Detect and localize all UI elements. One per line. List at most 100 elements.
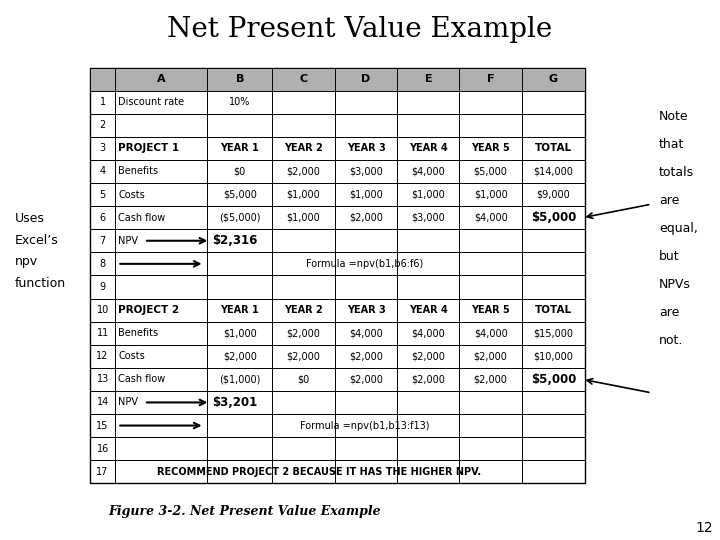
Text: $0: $0: [233, 166, 246, 177]
Text: Excel’s: Excel’s: [14, 234, 58, 247]
Text: 8: 8: [99, 259, 106, 269]
Text: Formula =npv(b1,b6:f6): Formula =npv(b1,b6:f6): [306, 259, 423, 269]
Text: $3,000: $3,000: [412, 213, 445, 222]
Text: ($5,000): ($5,000): [219, 213, 261, 222]
Text: $3,000: $3,000: [349, 166, 383, 177]
Text: function: function: [14, 277, 66, 290]
Text: $4,000: $4,000: [474, 213, 508, 222]
Text: $2,000: $2,000: [222, 351, 257, 361]
Text: YEAR 4: YEAR 4: [409, 143, 448, 153]
Text: PROJECT 2: PROJECT 2: [118, 305, 179, 315]
Text: $0: $0: [297, 374, 310, 384]
Text: B: B: [235, 74, 244, 84]
Text: NPV: NPV: [118, 397, 138, 408]
Text: 10: 10: [96, 305, 109, 315]
Text: NPV: NPV: [118, 236, 138, 246]
Text: 14: 14: [96, 397, 109, 408]
Text: $5,000: $5,000: [474, 166, 508, 177]
Text: YEAR 5: YEAR 5: [472, 305, 510, 315]
Text: E: E: [425, 74, 432, 84]
Text: are: are: [659, 194, 679, 207]
Text: $10,000: $10,000: [534, 351, 573, 361]
Text: $2,000: $2,000: [287, 328, 320, 338]
Text: Cash flow: Cash flow: [118, 374, 166, 384]
Text: ($1,000): ($1,000): [219, 374, 261, 384]
Text: 11: 11: [96, 328, 109, 338]
Text: C: C: [300, 74, 307, 84]
Text: Figure 3-2. Net Present Value Example: Figure 3-2. Net Present Value Example: [109, 505, 381, 518]
Text: $1,000: $1,000: [474, 190, 508, 200]
Text: $2,000: $2,000: [349, 374, 383, 384]
Text: totals: totals: [659, 166, 694, 179]
Text: YEAR 3: YEAR 3: [347, 143, 385, 153]
Text: that: that: [659, 138, 684, 151]
Text: 6: 6: [99, 213, 106, 222]
Text: Uses: Uses: [14, 212, 44, 225]
Text: Cash flow: Cash flow: [118, 213, 166, 222]
Text: $15,000: $15,000: [534, 328, 573, 338]
Bar: [90, 68, 585, 91]
Text: equal,: equal,: [659, 222, 698, 235]
Text: PROJECT 1: PROJECT 1: [118, 143, 179, 153]
Text: 16: 16: [96, 444, 109, 454]
Text: G: G: [549, 74, 558, 84]
Text: npv: npv: [14, 255, 37, 268]
Text: $4,000: $4,000: [349, 328, 383, 338]
Text: 17: 17: [96, 467, 109, 477]
Text: $4,000: $4,000: [474, 328, 508, 338]
Text: 12: 12: [696, 521, 713, 535]
Text: TOTAL: TOTAL: [535, 143, 572, 153]
Text: YEAR 2: YEAR 2: [284, 305, 323, 315]
Text: $2,000: $2,000: [474, 351, 508, 361]
Text: $2,000: $2,000: [349, 213, 383, 222]
Text: $1,000: $1,000: [223, 328, 256, 338]
Text: $2,000: $2,000: [349, 351, 383, 361]
Text: 5: 5: [99, 190, 106, 200]
Text: Discount rate: Discount rate: [118, 97, 184, 107]
Text: YEAR 1: YEAR 1: [220, 305, 259, 315]
Text: $4,000: $4,000: [412, 328, 445, 338]
Text: Benefits: Benefits: [118, 328, 158, 338]
Text: TOTAL: TOTAL: [535, 305, 572, 315]
Text: $1,000: $1,000: [349, 190, 383, 200]
Text: Note: Note: [659, 110, 688, 123]
Text: $2,000: $2,000: [411, 374, 446, 384]
Text: $1,000: $1,000: [287, 213, 320, 222]
Text: YEAR 4: YEAR 4: [409, 305, 448, 315]
Text: $2,000: $2,000: [287, 351, 320, 361]
Text: not.: not.: [659, 334, 683, 347]
Text: D: D: [361, 74, 371, 84]
Text: 10%: 10%: [229, 97, 251, 107]
Text: $9,000: $9,000: [536, 190, 570, 200]
Text: 7: 7: [99, 236, 106, 246]
Text: 13: 13: [96, 374, 109, 384]
Text: $2,000: $2,000: [287, 166, 320, 177]
Text: $14,000: $14,000: [534, 166, 573, 177]
Text: $5,000: $5,000: [531, 373, 576, 386]
Text: $4,000: $4,000: [412, 166, 445, 177]
Text: $1,000: $1,000: [412, 190, 445, 200]
Text: YEAR 3: YEAR 3: [347, 305, 385, 315]
Text: $5,000: $5,000: [531, 211, 576, 224]
Text: 9: 9: [99, 282, 106, 292]
Text: are: are: [659, 306, 679, 319]
Text: Net Present Value Example: Net Present Value Example: [167, 16, 553, 43]
Text: $3,201: $3,201: [212, 396, 258, 409]
Text: 4: 4: [99, 166, 106, 177]
Text: A: A: [157, 74, 166, 84]
Text: Costs: Costs: [118, 351, 145, 361]
Text: RECOMMEND PROJECT 2 BECAUSE IT HAS THE HIGHER NPV.: RECOMMEND PROJECT 2 BECAUSE IT HAS THE H…: [156, 467, 481, 477]
Text: Costs: Costs: [118, 190, 145, 200]
Text: Benefits: Benefits: [118, 166, 158, 177]
Text: $2,000: $2,000: [474, 374, 508, 384]
Text: YEAR 5: YEAR 5: [472, 143, 510, 153]
Text: F: F: [487, 74, 495, 84]
Text: 3: 3: [99, 143, 106, 153]
Text: 12: 12: [96, 351, 109, 361]
Text: 15: 15: [96, 421, 109, 430]
Text: $2,316: $2,316: [212, 234, 258, 247]
Text: $1,000: $1,000: [287, 190, 320, 200]
Text: NPVs: NPVs: [659, 278, 690, 291]
Text: 1: 1: [99, 97, 106, 107]
Text: YEAR 1: YEAR 1: [220, 143, 259, 153]
